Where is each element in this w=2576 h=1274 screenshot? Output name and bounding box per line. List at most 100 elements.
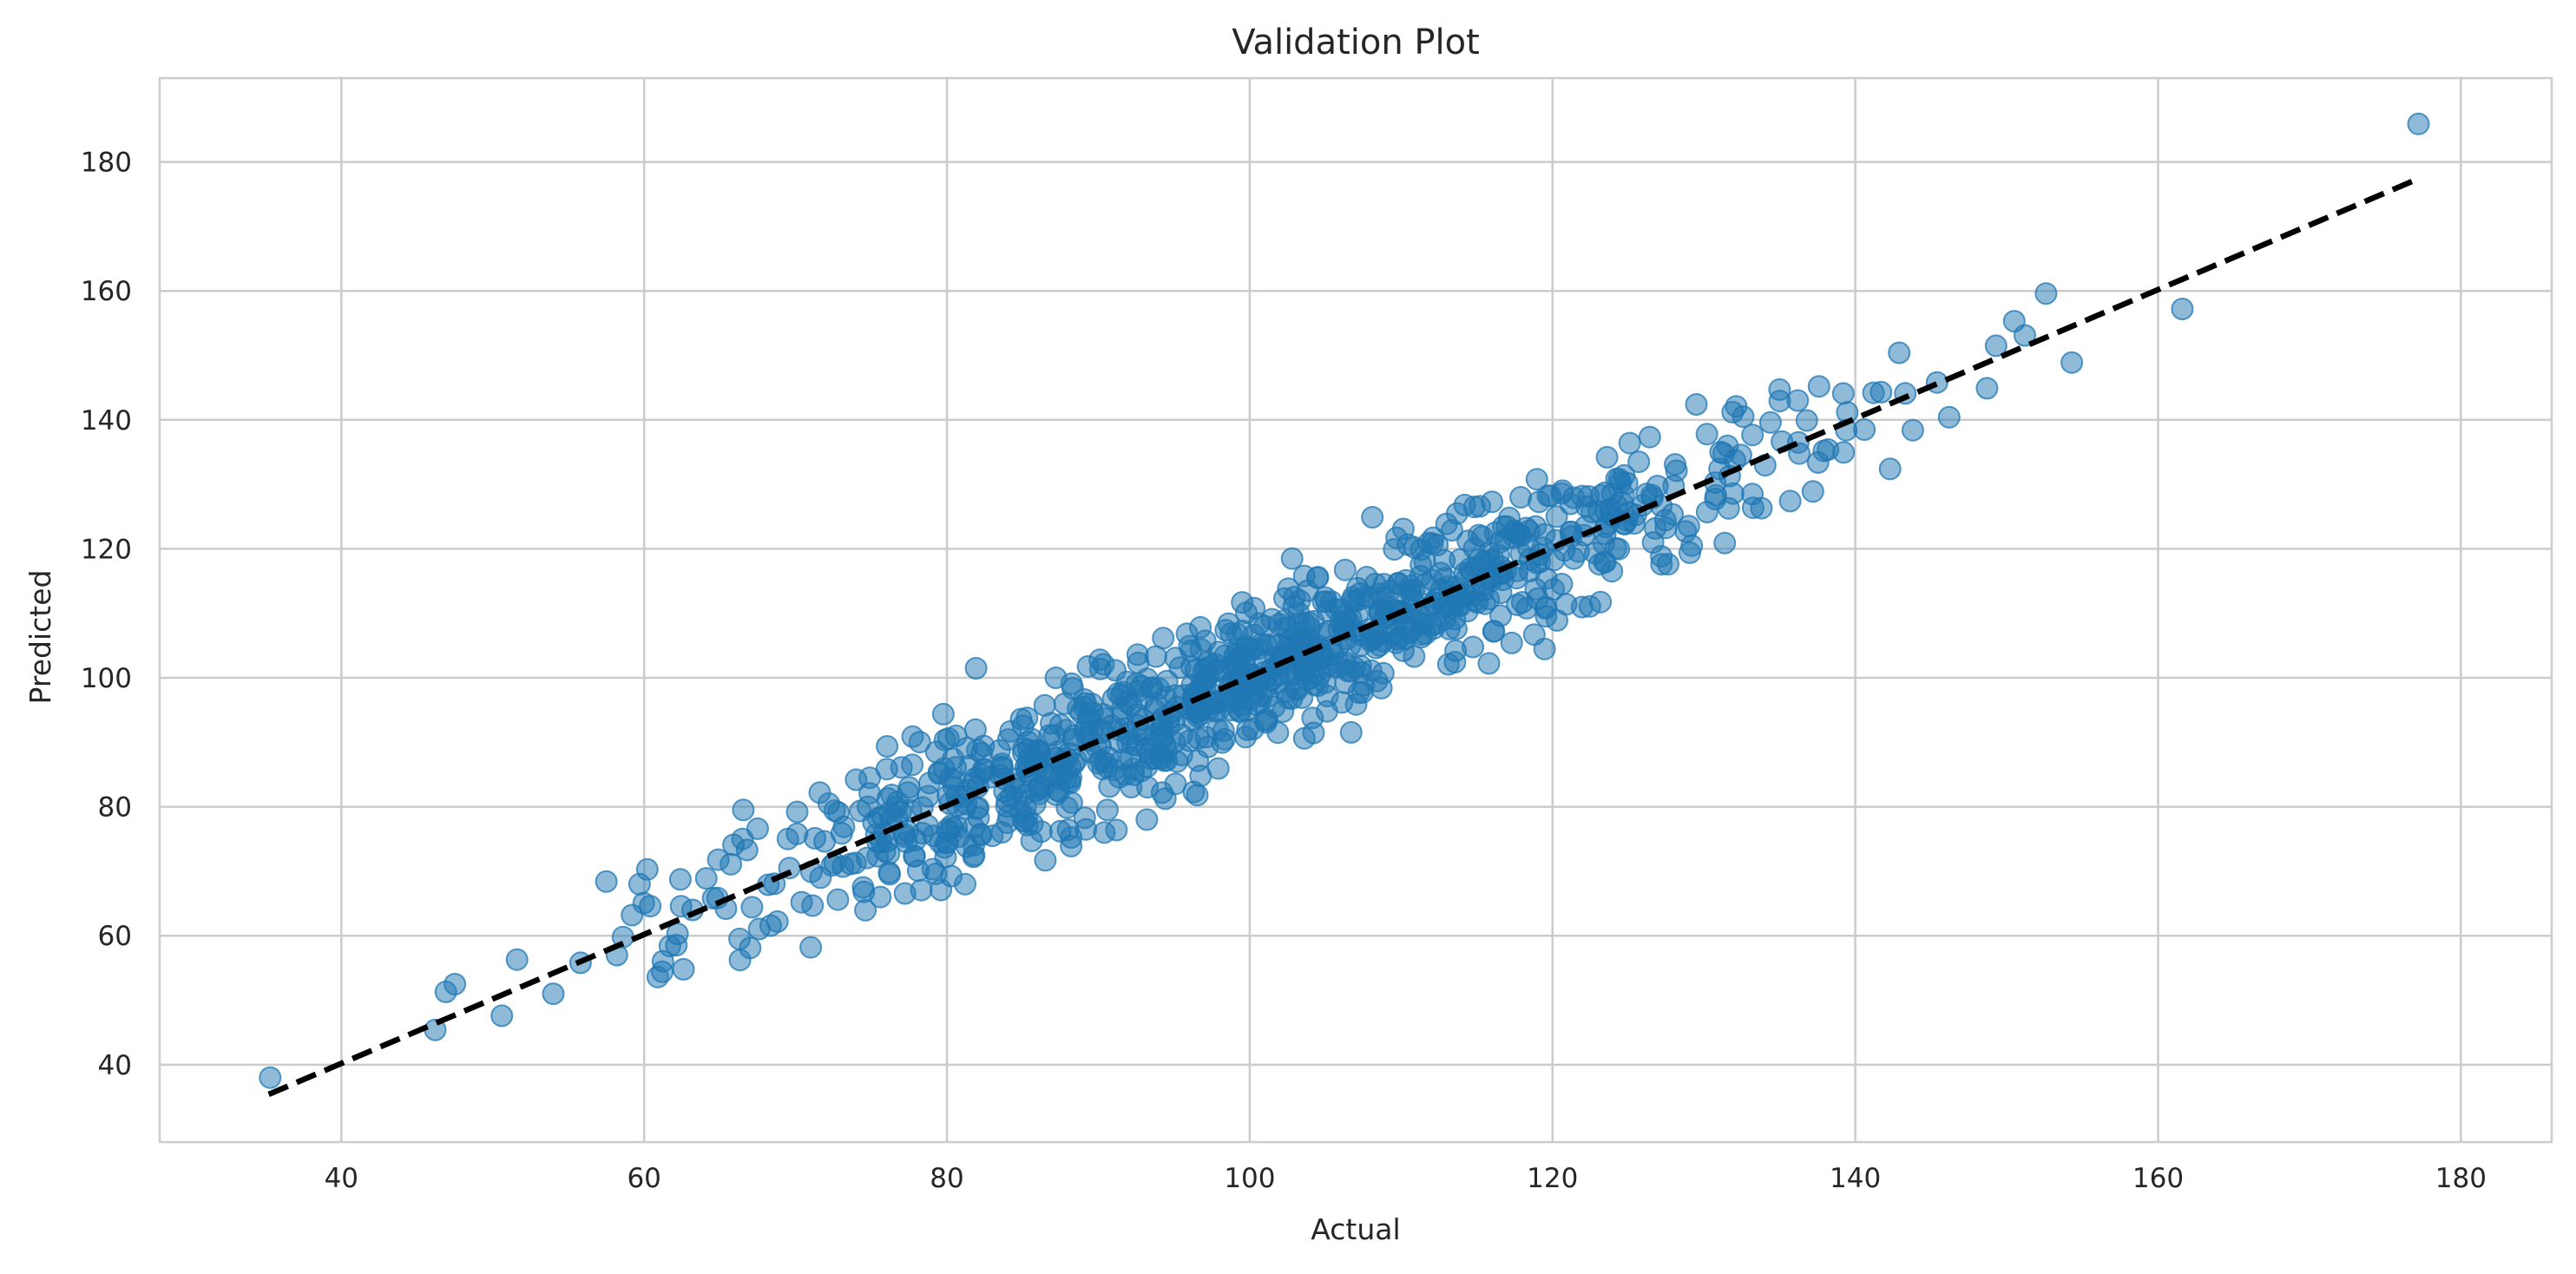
scatter-point (906, 859, 930, 883)
scatter-point (1853, 418, 1876, 441)
scatter-point (826, 888, 850, 911)
scatter-point (1144, 645, 1167, 668)
scatter-point (1580, 501, 1604, 524)
scatter-point (1069, 701, 1093, 724)
scatter-point (542, 982, 565, 1006)
x-axis-label: Actual (1311, 1212, 1400, 1246)
scatter-point (1339, 720, 1363, 744)
scatter-point (1778, 489, 1802, 513)
scatter-point (1638, 425, 1661, 449)
scatter-point (1368, 598, 1391, 621)
scatter-point (1732, 405, 1755, 429)
scatter-point (964, 657, 988, 680)
scatter-point (1528, 490, 1551, 514)
scatter-point (963, 844, 986, 867)
x-tick-label: 120 (1527, 1163, 1578, 1194)
scatter-point (989, 755, 1013, 778)
scatter-point (1073, 806, 1096, 830)
scatter-point (490, 1004, 514, 1028)
scatter-point (1387, 572, 1410, 595)
scatter-point (2014, 324, 2036, 347)
x-tick-label: 100 (1224, 1163, 1275, 1194)
scatter-point (1334, 651, 1357, 674)
scatter-point (1525, 468, 1548, 491)
scatter-point (1155, 669, 1179, 693)
reference-line (267, 177, 2417, 1098)
scatter-point (1768, 378, 1791, 401)
scatter-point (1878, 457, 1902, 481)
scatter-point (1361, 506, 1384, 529)
scatter-point (1104, 659, 1127, 682)
scatter-point (1554, 593, 1578, 616)
scatter-point (1468, 548, 1490, 571)
scatter-point (1712, 442, 1735, 465)
scatter-point (2060, 351, 2084, 374)
scatter-point (1522, 623, 1546, 647)
x-tick-label: 60 (627, 1163, 660, 1194)
scatter-point (1194, 726, 1218, 749)
scatter-point (1193, 659, 1215, 682)
scatter-point (877, 787, 899, 810)
scatter-point (651, 960, 674, 983)
scatter-point (1472, 579, 1495, 602)
scatter-point (1232, 651, 1256, 674)
scatter-point (1095, 798, 1119, 822)
scatter-point (746, 817, 769, 840)
scatter-point (1403, 535, 1426, 559)
scatter-point (1044, 667, 1068, 689)
scatter-point (1680, 534, 1704, 557)
scatter-point (1087, 752, 1110, 775)
scatter-point (1661, 502, 1684, 526)
scatter-point (981, 824, 1004, 848)
scatter-point (672, 957, 695, 981)
scatter-point (1119, 745, 1142, 769)
scatter-point (1302, 609, 1325, 633)
scatter-point (1060, 834, 1083, 857)
scatter-point (1975, 377, 1999, 400)
scatter-point (1141, 732, 1164, 756)
scatter-point (1578, 594, 1601, 618)
scatter-point (1236, 718, 1259, 741)
scatter-point (1331, 691, 1354, 714)
scatter-point (1444, 639, 1468, 662)
scatter-point (930, 878, 953, 902)
scatter-point (869, 885, 892, 909)
scatter-point (1009, 707, 1033, 731)
scatter-point (1641, 531, 1665, 555)
scatter-point (939, 814, 963, 837)
scatter-point (931, 702, 955, 726)
scatter-point (259, 1066, 282, 1089)
scatter-point (706, 848, 730, 871)
scatter-point (1786, 389, 1810, 412)
scatter-point (740, 896, 764, 919)
scatter-point (897, 776, 921, 799)
scatter-point (1365, 669, 1389, 693)
scatter-point (1330, 598, 1352, 621)
scatter-point (876, 735, 899, 758)
scatter-point (1135, 808, 1159, 831)
scatter-point (628, 872, 651, 896)
scatter-point (1280, 547, 1304, 570)
scatter-point (1020, 727, 1043, 751)
scatter-point (1750, 496, 1773, 520)
scatter-point (668, 868, 692, 891)
scatter-point (1685, 393, 1708, 416)
y-tick-label: 180 (81, 148, 132, 179)
y-tick-label: 60 (98, 921, 132, 952)
scatter-point (1444, 617, 1468, 640)
scatter-point (785, 800, 809, 824)
scatter-point (901, 725, 924, 748)
scatter-point (785, 822, 809, 845)
scatter-point (1831, 382, 1855, 405)
scatter-point (694, 867, 718, 890)
scatter-point (1477, 652, 1501, 675)
scatter-point (1355, 566, 1378, 588)
scatter-point (766, 910, 789, 933)
scatter-point (1595, 445, 1619, 469)
y-tick-label: 100 (81, 663, 132, 694)
scatter-point (505, 948, 529, 971)
scatter-point (739, 936, 762, 960)
x-tick-label: 80 (930, 1163, 963, 1194)
scatter-point (790, 890, 813, 914)
scatter-point (1607, 468, 1631, 491)
